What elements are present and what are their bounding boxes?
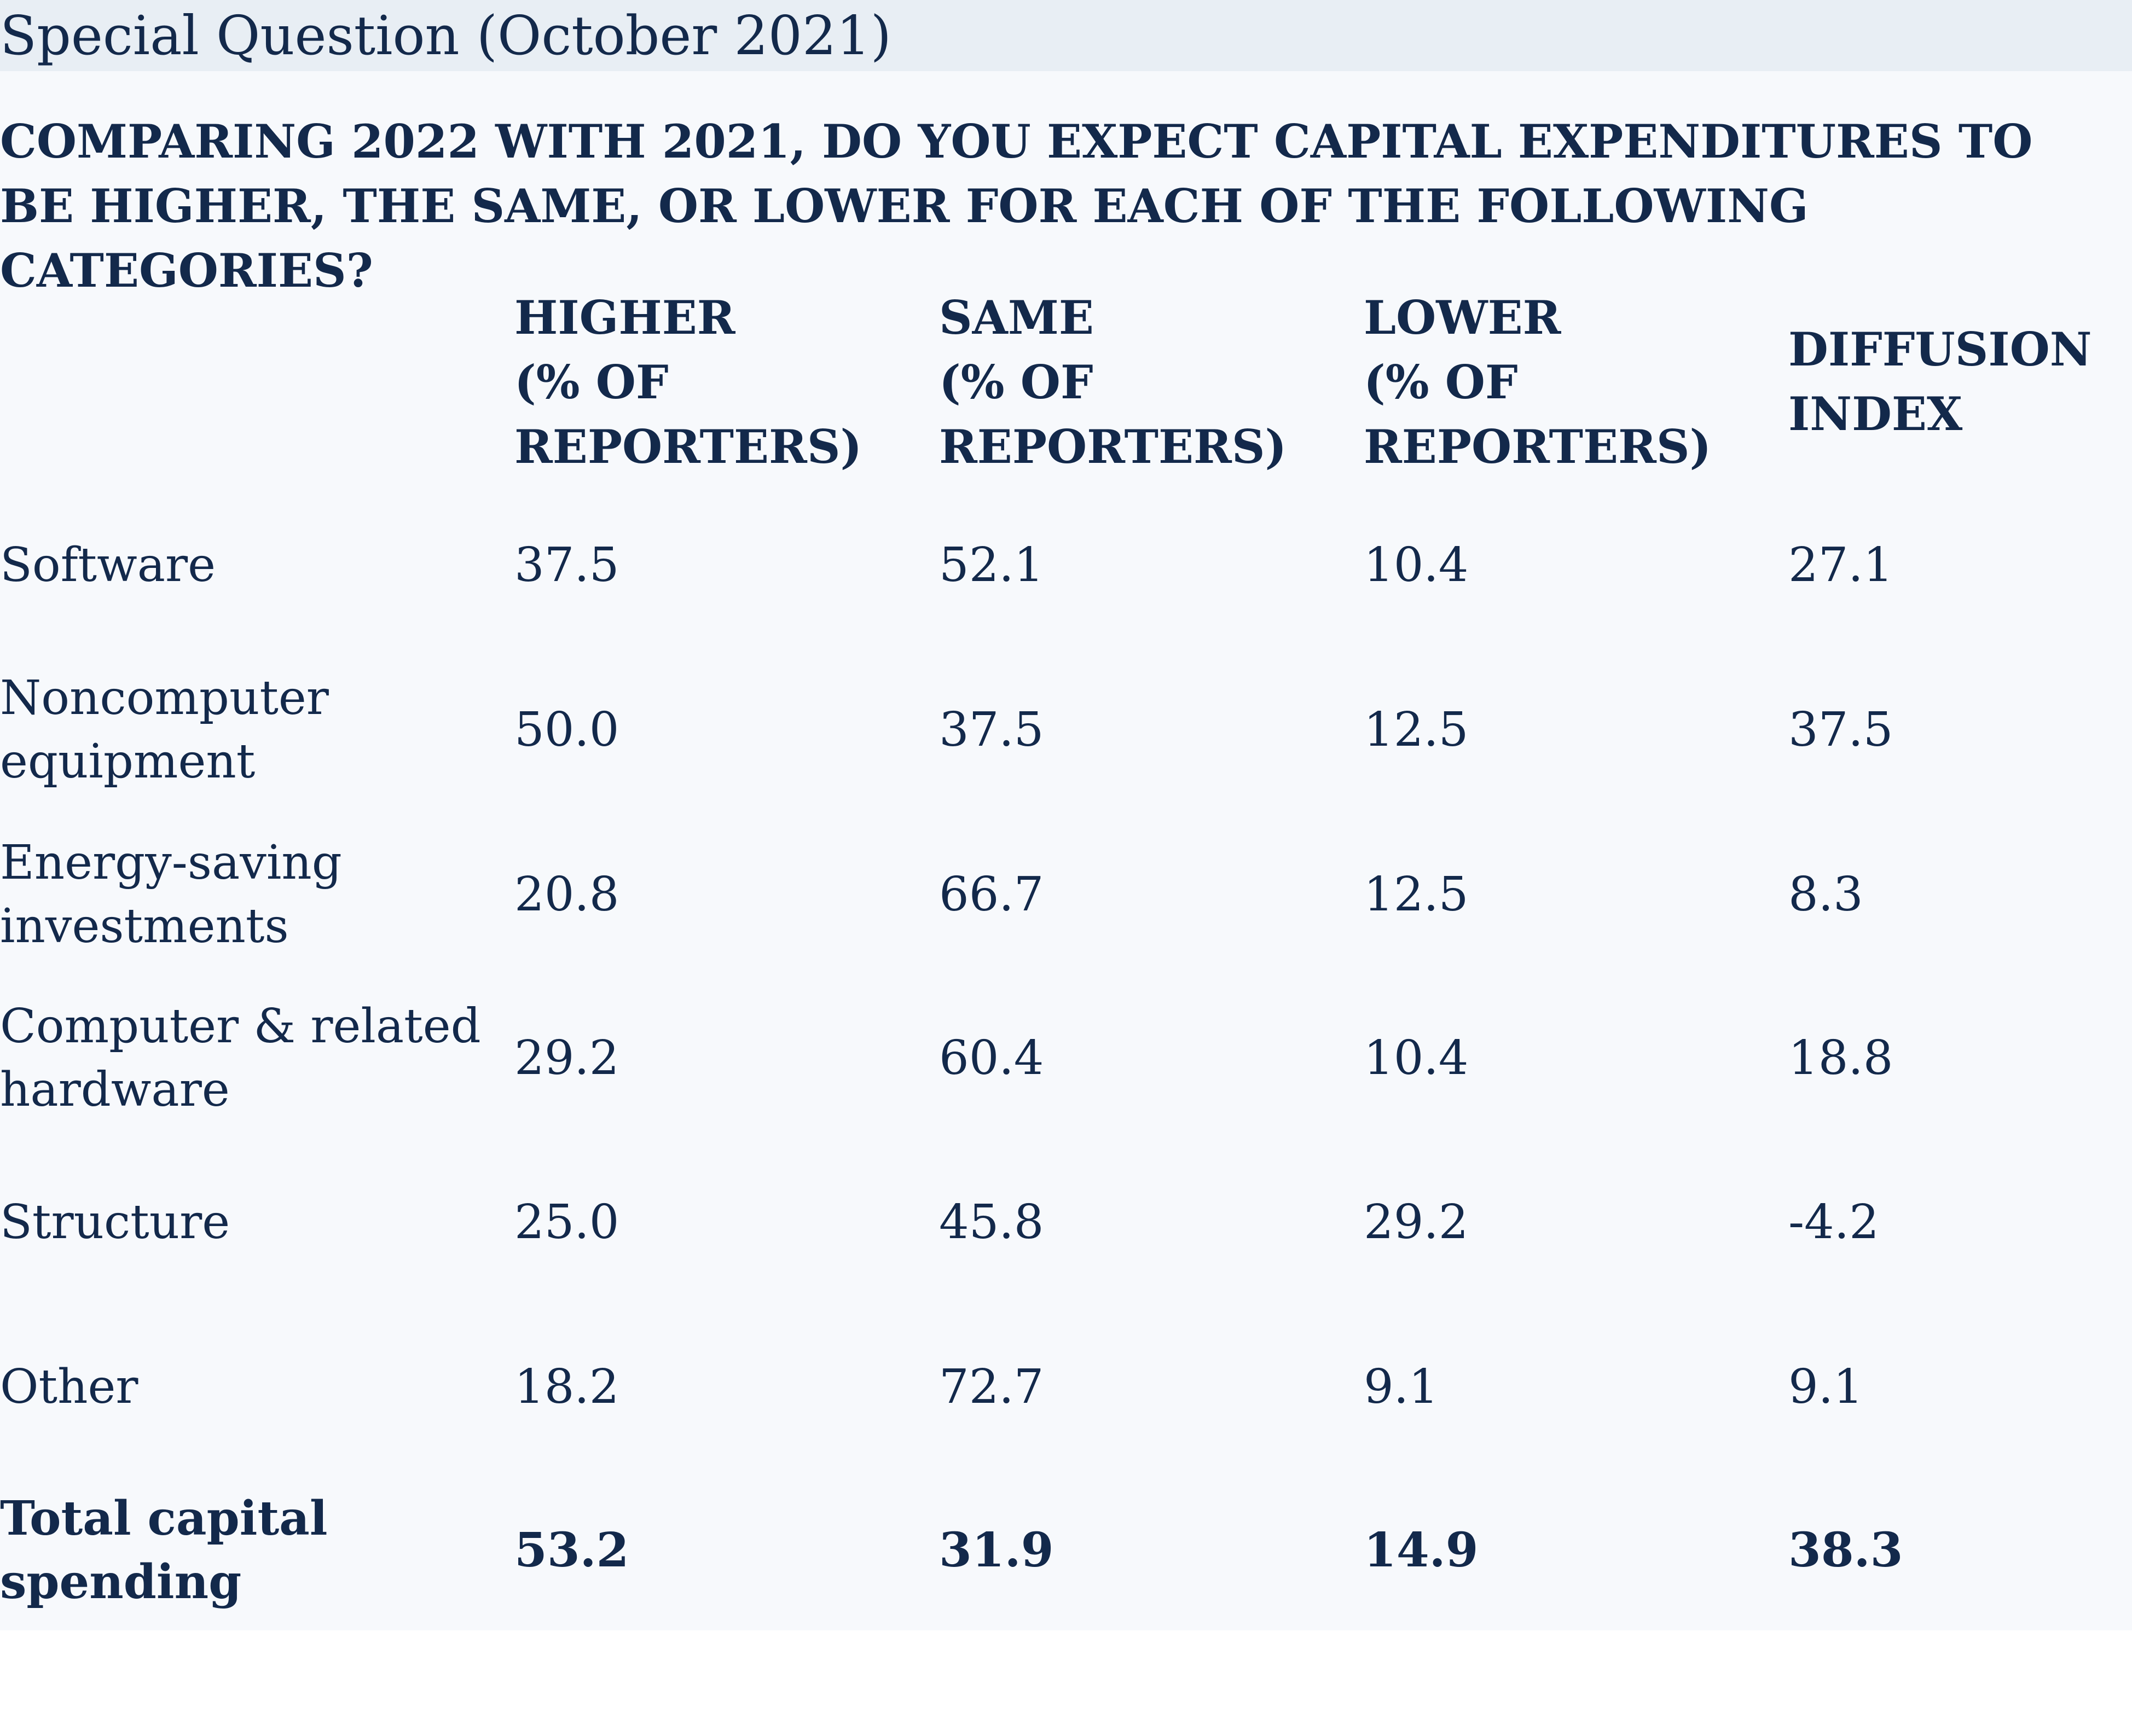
- cell-lower: 29.2: [1364, 1195, 1469, 1250]
- cell-lower: 9.1: [1364, 1360, 1439, 1414]
- row-label: Computer & related hardware: [0, 999, 481, 1117]
- cell-same: 31.9: [939, 1523, 1054, 1578]
- cell-higher: 18.2: [514, 1360, 619, 1414]
- cell-diffusion: 27.1: [1788, 538, 1893, 593]
- column-header-same: SAME (% OF REPORTERS): [939, 291, 1287, 474]
- cell-lower: 10.4: [1364, 1031, 1469, 1085]
- cell-diffusion: 37.5: [1788, 702, 1893, 757]
- row-label: Energy-saving investments: [0, 835, 342, 954]
- cell-diffusion: 9.1: [1788, 1360, 1863, 1414]
- cell-same: 66.7: [939, 867, 1044, 922]
- question-heading: COMPARING 2022 WITH 2021, DO YOU EXPECT …: [0, 114, 2033, 298]
- cell-lower: 12.5: [1364, 702, 1469, 757]
- column-header-diffusion-index: DIFFUSION INDEX: [1788, 322, 2092, 441]
- cell-diffusion: 38.3: [1788, 1523, 1903, 1578]
- banner-title: Special Question (October 2021): [0, 5, 891, 67]
- cell-higher: 20.8: [514, 867, 619, 922]
- cell-same: 72.7: [939, 1360, 1044, 1414]
- cell-higher: 50.0: [514, 702, 619, 757]
- cell-same: 37.5: [939, 702, 1044, 757]
- row-label: Structure: [0, 1195, 230, 1250]
- row-label: Other: [0, 1360, 138, 1414]
- cell-same: 52.1: [939, 538, 1044, 593]
- survey-table-panel: Special Question (October 2021) COMPARIN…: [0, 0, 2132, 1610]
- cell-same: 60.4: [939, 1031, 1044, 1085]
- cell-lower: 14.9: [1364, 1523, 1479, 1578]
- cell-diffusion: -4.2: [1788, 1195, 1879, 1250]
- cell-higher: 25.0: [514, 1195, 619, 1250]
- cell-diffusion: 8.3: [1788, 867, 1863, 922]
- cell-higher: 37.5: [514, 538, 619, 593]
- column-header-lower: LOWER (% OF REPORTERS): [1364, 291, 1712, 474]
- row-label: Noncomputer equipment: [0, 671, 329, 789]
- cell-lower: 12.5: [1364, 867, 1469, 922]
- cell-diffusion: 18.8: [1788, 1031, 1893, 1085]
- section-banner: Special Question (October 2021): [0, 0, 2132, 71]
- cell-higher: 29.2: [514, 1031, 619, 1085]
- cell-higher: 53.2: [514, 1523, 629, 1578]
- row-label: Total capital spending: [0, 1491, 328, 1610]
- row-label: Software: [0, 538, 216, 593]
- cell-same: 45.8: [939, 1195, 1044, 1250]
- column-header-higher: HIGHER (% OF REPORTERS): [514, 291, 862, 474]
- cell-lower: 10.4: [1364, 538, 1469, 593]
